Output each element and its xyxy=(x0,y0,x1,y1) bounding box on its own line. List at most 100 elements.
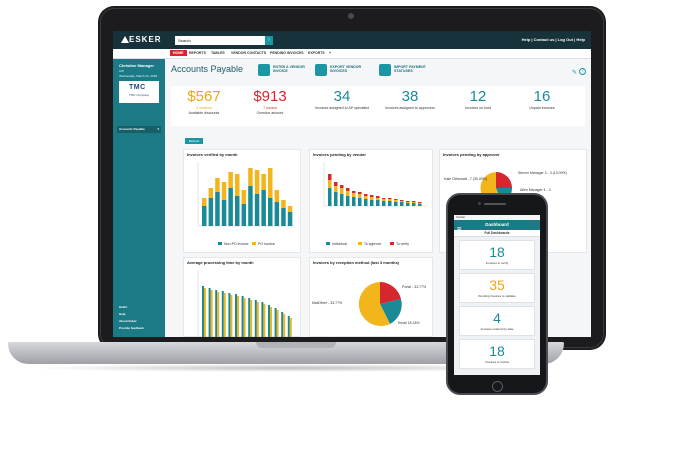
processing-bar-chart xyxy=(197,270,292,337)
import-payments-button[interactable]: IMPORT PAYMENT STATUSES xyxy=(379,64,439,78)
kpi-assigned-ap[interactable]: 34 Invoices assigned to AP specialist xyxy=(309,88,375,110)
chart-bar xyxy=(202,286,204,337)
chart-bar xyxy=(328,188,332,206)
chart-bar xyxy=(235,174,240,196)
top-links[interactable]: Help | Contact us | Log Out | Help xyxy=(521,37,585,42)
export-invoices-button[interactable]: EXPORT VENDOR INVOICES xyxy=(315,64,371,78)
edit-icon[interactable]: ✎ xyxy=(571,70,577,76)
kpi-sub: 2 invoices xyxy=(196,106,212,110)
chart-bar xyxy=(261,174,266,190)
sidebar-link-help[interactable]: Help xyxy=(119,312,126,316)
kpi-label: Invoices assigned to approvers xyxy=(385,106,435,110)
chart-bar xyxy=(370,200,374,206)
kpi-available-discounts[interactable]: $567 2 invoices Available discounts xyxy=(171,88,237,115)
phone-subtitle[interactable]: Full Dashboards xyxy=(454,230,540,237)
kpi-label: Overdue amount xyxy=(256,111,284,115)
chart-bar xyxy=(346,191,350,196)
phone-camera xyxy=(478,202,481,205)
phone-kpi-card[interactable]: 35 Pending invoices to validate xyxy=(459,273,535,303)
refresh-button[interactable]: Refresh xyxy=(185,138,203,144)
chart-bar xyxy=(235,196,240,226)
kpi-label: Invoices assigned to AP specialist xyxy=(315,106,369,110)
enter-invoice-button[interactable]: ENTER A VENDOR INVOICE xyxy=(258,64,314,78)
phone-kpi-value: 18 xyxy=(489,244,505,260)
kpi-value: 38 xyxy=(401,88,419,105)
card-title: Average processing time by month xyxy=(187,260,254,265)
chart-bar xyxy=(243,298,246,337)
chart-bar xyxy=(283,314,286,337)
chart-bar xyxy=(250,300,253,337)
chart-bar xyxy=(328,174,332,180)
verified-by-month-card: Invoices verified by month Non-PO invoic… xyxy=(183,149,301,253)
chart-bar xyxy=(276,310,279,337)
tab-pending-invoices[interactable]: PENDING INVOICES xyxy=(270,51,304,55)
kpi-overdue-amount[interactable]: $913 7 invoice Overdue amount xyxy=(237,88,303,115)
kpi-assigned-approvers[interactable]: 38 Invoices assigned to approvers xyxy=(377,88,443,110)
chart-bar xyxy=(221,200,227,226)
chevron-down-icon: ▾ xyxy=(157,127,159,131)
profile-select[interactable]: Accounts Payable ▾ xyxy=(117,126,161,133)
tab-vendor-contacts[interactable]: VENDOR CONTACTS xyxy=(231,51,267,55)
chart-bar xyxy=(406,202,410,203)
search-button[interactable]: › xyxy=(265,36,273,45)
legend-individual: Individual xyxy=(332,242,347,246)
chart-bar xyxy=(382,199,386,201)
smartphone: Carrier ☰ Dashboard Full Dashboards 18 I… xyxy=(446,193,548,395)
phone-kpi-label: Invoices to verify xyxy=(485,261,509,265)
search-input[interactable]: Search xyxy=(175,36,271,45)
legend-nonpo: Non-PO invoice xyxy=(224,242,249,246)
profile-select-value: Accounts Payable xyxy=(119,127,145,131)
chart-bar xyxy=(228,172,233,188)
chart-bar xyxy=(254,170,260,194)
chart-bar xyxy=(334,192,338,206)
tab-tables[interactable]: TABLES xyxy=(211,51,225,55)
chart-bar xyxy=(208,288,211,337)
kpi-value: $567 xyxy=(187,88,221,105)
tab-home[interactable]: HOME xyxy=(170,50,187,56)
tab-reports[interactable]: REPORTS xyxy=(189,51,206,55)
chart-bar xyxy=(358,194,362,198)
phone-kpi-label: Pending invoices to validate xyxy=(478,294,516,298)
sidebar-link-feedback[interactable]: Provide feedback xyxy=(119,326,144,330)
chart-bar xyxy=(376,200,380,206)
tab-exports[interactable]: EXPORTS xyxy=(308,51,325,55)
current-date: Wednesday, March 21, 2018 xyxy=(119,74,158,78)
chart-bar xyxy=(412,201,416,202)
chart-bar xyxy=(352,191,356,193)
reception-pie-chart: Portal - 33.77% Email 18.18% MailOther -… xyxy=(312,282,426,326)
phone-kpi-card[interactable]: 4 Invoices ordered by date xyxy=(459,306,535,336)
invoice-icon xyxy=(258,64,270,76)
phone-kpi-card[interactable]: 18 Invoices to verify xyxy=(459,240,535,270)
esker-logo: ESKER xyxy=(121,34,171,46)
chart-bar xyxy=(418,202,422,203)
chart-bar xyxy=(340,194,344,206)
phone-speaker xyxy=(484,203,506,205)
import-payments-label: IMPORT PAYMENT STATUSES xyxy=(394,65,426,73)
kpi-unpaid[interactable]: 16 Unpaid invoices xyxy=(509,88,575,110)
kpi-label: Unpaid invoices xyxy=(529,106,555,110)
sidebar-link-hello[interactable]: Hello! xyxy=(119,305,128,309)
chart-bar xyxy=(237,296,239,337)
chart-bar xyxy=(388,198,392,199)
chart-bar xyxy=(248,168,253,186)
tab-add[interactable]: + xyxy=(329,51,332,55)
help-icon[interactable]: ? xyxy=(579,68,586,75)
sidebar-link-about[interactable]: About Esker xyxy=(119,319,137,323)
kpi-sub: 7 invoice xyxy=(263,106,277,110)
home-button[interactable] xyxy=(492,381,503,392)
processing-bars xyxy=(202,286,292,337)
phone-kpi-label: Invoices to review xyxy=(485,360,509,364)
chart-bar xyxy=(376,196,380,198)
phone-kpi-card[interactable]: 18 Invoices to review xyxy=(459,339,535,369)
chart-bar xyxy=(261,302,264,337)
laptop-base xyxy=(8,342,564,364)
chart-bar xyxy=(274,202,280,226)
kpi-on-hold[interactable]: 12 Invoices on hold xyxy=(445,88,511,110)
chart-bar xyxy=(223,293,226,337)
enter-invoice-label: ENTER A VENDOR INVOICE xyxy=(273,65,305,73)
chart-bar xyxy=(412,203,416,206)
page-title: Accounts Payable xyxy=(171,64,244,74)
chart-bar xyxy=(228,188,233,226)
chart-bar xyxy=(281,208,286,226)
